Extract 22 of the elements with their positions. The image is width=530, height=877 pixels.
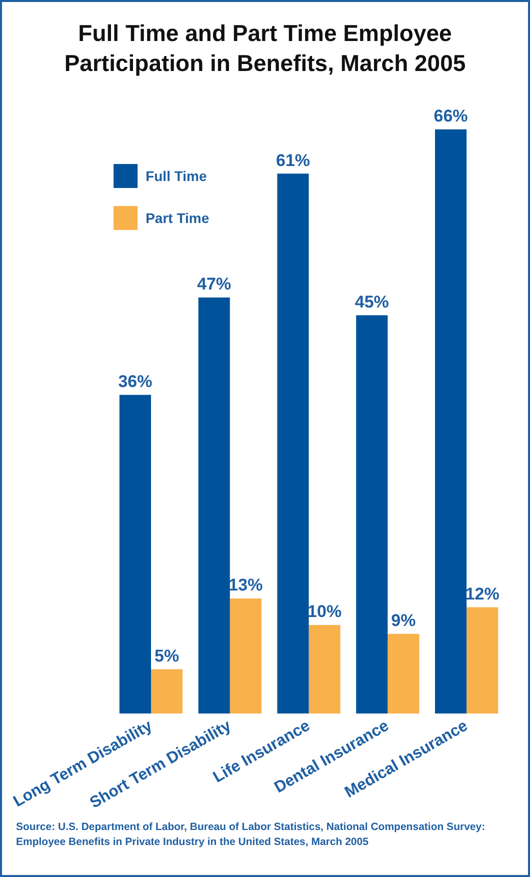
data-label: 36% (118, 372, 152, 392)
data-label: 47% (197, 274, 232, 294)
bar (151, 669, 183, 714)
source-note: Source: U.S. Department of Labor, Bureau of Labor Statistics, National Compensation Survey: Employee Benefits in Private Industry in the United States, March 2005 (16, 820, 486, 850)
bar (119, 394, 152, 714)
bar (388, 634, 420, 714)
legend-label: Full Time (146, 168, 207, 184)
data-label: 5% (154, 646, 180, 666)
data-label: 66% (434, 106, 468, 126)
bar (308, 625, 340, 714)
bar (435, 129, 467, 714)
data-label: 12% (465, 584, 500, 604)
legend-label: Part Time (146, 210, 210, 226)
bar (230, 598, 262, 714)
data-label: 61% (276, 150, 310, 170)
bar (356, 315, 388, 714)
bar (277, 174, 309, 714)
data-label: 45% (354, 292, 389, 312)
chart-title: Full Time and Part Time Employee Participation in Benefits, March 2005 (63, 19, 467, 78)
bar (198, 298, 230, 714)
data-label: 9% (391, 611, 416, 630)
bar (466, 607, 498, 714)
